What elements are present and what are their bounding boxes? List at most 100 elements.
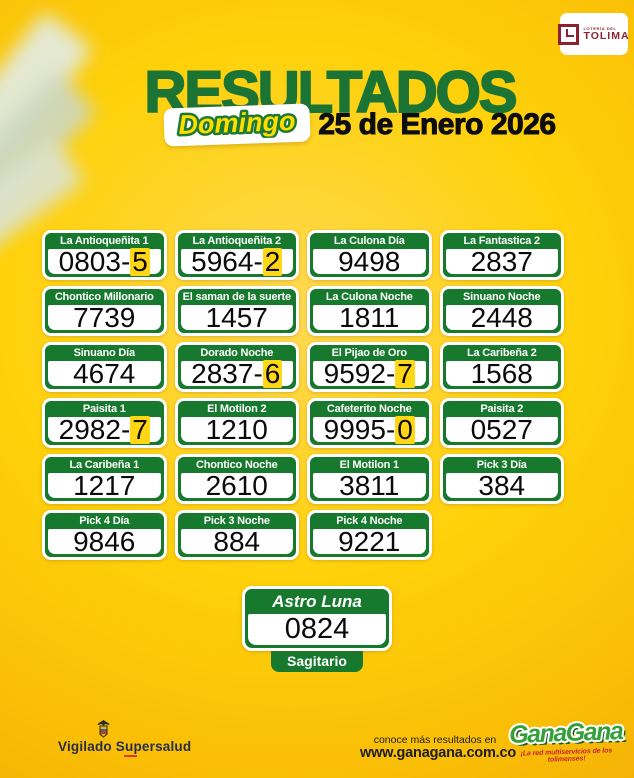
result-number-box: 9995-0 [313,413,426,445]
result-number-box: 5964-2 [180,245,293,277]
result-number-box: 3811 [313,469,426,501]
result-number: 9846 [73,525,136,557]
result-number: 9221 [338,525,401,557]
result-cell: Pick 4 Noche 9221 [307,510,432,560]
result-name: La Caribeña 1 [69,459,140,471]
astro-luna-number: 0824 [248,614,386,645]
result-cell: Pick 4 Día 9846 [42,510,167,560]
result-cell: La Caribeña 2 1568 [439,342,564,392]
result-name: Pick 3 Día [476,459,527,471]
result-number: 384 [478,469,526,501]
result-name: La Culona Día [333,235,405,247]
result-name: Paisita 1 [82,403,126,415]
result-name: El Pijao de Oro [331,347,407,359]
result-cell: La Antioqueñita 2 5964-2 [174,230,299,280]
result-cell: La Caribeña 1 1217 [42,454,167,504]
result-number-box: 9498 [313,247,426,275]
supersalud-label: Vigilado Supersalud [58,739,192,754]
result-cell: Pick 3 Día 384 [439,454,564,504]
ganagana-wordmark: GanaGana [508,717,623,749]
result-cell: Chontico Noche 2610 [174,454,299,504]
day-badge: Domingo [163,103,312,147]
result-extra-highlighted: 2 [262,245,283,277]
result-number: 1811 [339,301,400,333]
result-number: 3811 [339,469,400,501]
result-dash: - [253,245,263,277]
result-number: 0527 [470,413,533,445]
result-cell: El Motilon 1 3811 [307,454,432,504]
result-cell: El Pijao de Oro 9592-7 [307,342,432,392]
result-name: La Caribeña 2 [466,347,537,359]
result-dash: - [120,245,131,277]
result-name: La Antioqueñita 1 [60,235,149,247]
result-number-box: 884 [180,525,293,557]
result-number-box: 9221 [313,525,426,557]
result-dash: - [385,357,396,389]
draw-date: 25 de Enero 2026 [318,108,557,142]
result-name: El Motilon 1 [339,459,400,471]
result-cell: La Culona Noche 1811 [307,286,432,336]
results-grid: La Antioqueñita 1 0803-5 La Antioqueñita… [42,230,564,560]
tolima-logo-small-text: LOTERÍA DEL [583,25,617,31]
result-number: 9592 [323,357,386,389]
result-number-box: 384 [445,469,558,501]
result-number-box: 0527 [445,413,558,445]
result-cell: Dorado Noche 2837-6 [174,342,299,392]
result-number-box: 4674 [48,359,161,387]
result-name: La Fantastica 2 [463,235,541,247]
result-extra-highlighted: 6 [262,357,283,389]
result-number: 884 [213,525,261,557]
tolima-maze-icon [558,23,580,45]
result-number: 2837 [191,357,254,389]
result-name: Pick 4 Noche [336,515,403,527]
result-number-box: 2837 [445,247,558,275]
result-cell: Paisita 2 0527 [439,398,564,448]
result-cell: El saman de la suerte 1457 [174,286,299,336]
result-cell: La Fantastica 2 2837 [439,230,564,280]
subtitle-row: Domingo 25 de Enero 2026 [0,103,634,147]
result-name: Chontico Millonario [54,291,154,303]
result-number: 1217 [73,469,136,501]
result-number: 0803 [58,245,121,277]
result-dash: - [385,413,396,445]
result-cell: Chontico Millonario 7739 [42,286,167,336]
result-name: Sinuano Noche [463,291,541,303]
result-name: Dorado Noche [200,347,274,359]
more-results-line1: conoce más resultados en [373,734,497,746]
result-extra-highlighted: 7 [395,357,415,389]
result-cell: La Antioqueñita 1 0803-5 [42,230,167,280]
result-number: 5964 [191,245,254,277]
result-number-box: 2837-6 [180,357,293,389]
result-number: 7739 [73,301,136,333]
website-url: www.ganagana.com.co [360,745,517,762]
result-name: La Antioqueñita 2 [192,235,282,247]
result-name: Chontico Noche [195,459,278,471]
result-extra-highlighted: 0 [395,413,415,445]
result-name: El saman de la suerte [182,291,292,303]
result-number: 1457 [205,301,268,333]
result-name: Cafeterito Noche [326,403,412,415]
result-number-box: 1210 [180,415,293,443]
result-cell: Sinuano Noche 2448 [439,286,564,336]
result-extra-highlighted: 5 [130,245,150,277]
result-cell: Sinuano Día 4674 [42,342,167,392]
result-name: La Culona Noche [325,291,413,303]
result-dash: - [253,357,263,389]
day-badge-label: Domingo [178,106,296,140]
result-number-box: 1217 [48,469,161,501]
colombia-coat-of-arms-icon [97,720,110,738]
result-number: 2982 [58,413,121,445]
result-number-box: 7739 [48,301,161,333]
result-cell: El Motilon 2 1210 [174,398,299,448]
result-cell: Pick 3 Noche 884 [174,510,299,560]
result-number-box: 9592-7 [313,357,426,389]
astro-luna-section: Astro Luna 0824 Sagitario [242,586,392,672]
result-cell: La Culona Día 9498 [307,230,432,280]
result-number-box: 9846 [48,525,161,557]
result-name: Sinuano Día [73,347,136,359]
result-number-box: 1811 [313,301,426,333]
astro-luna-cell: Astro Luna 0824 [242,586,392,651]
result-cell: Cafeterito Noche 9995-0 [307,398,432,448]
tolima-logo-big-text: TOLIMA [583,29,630,42]
